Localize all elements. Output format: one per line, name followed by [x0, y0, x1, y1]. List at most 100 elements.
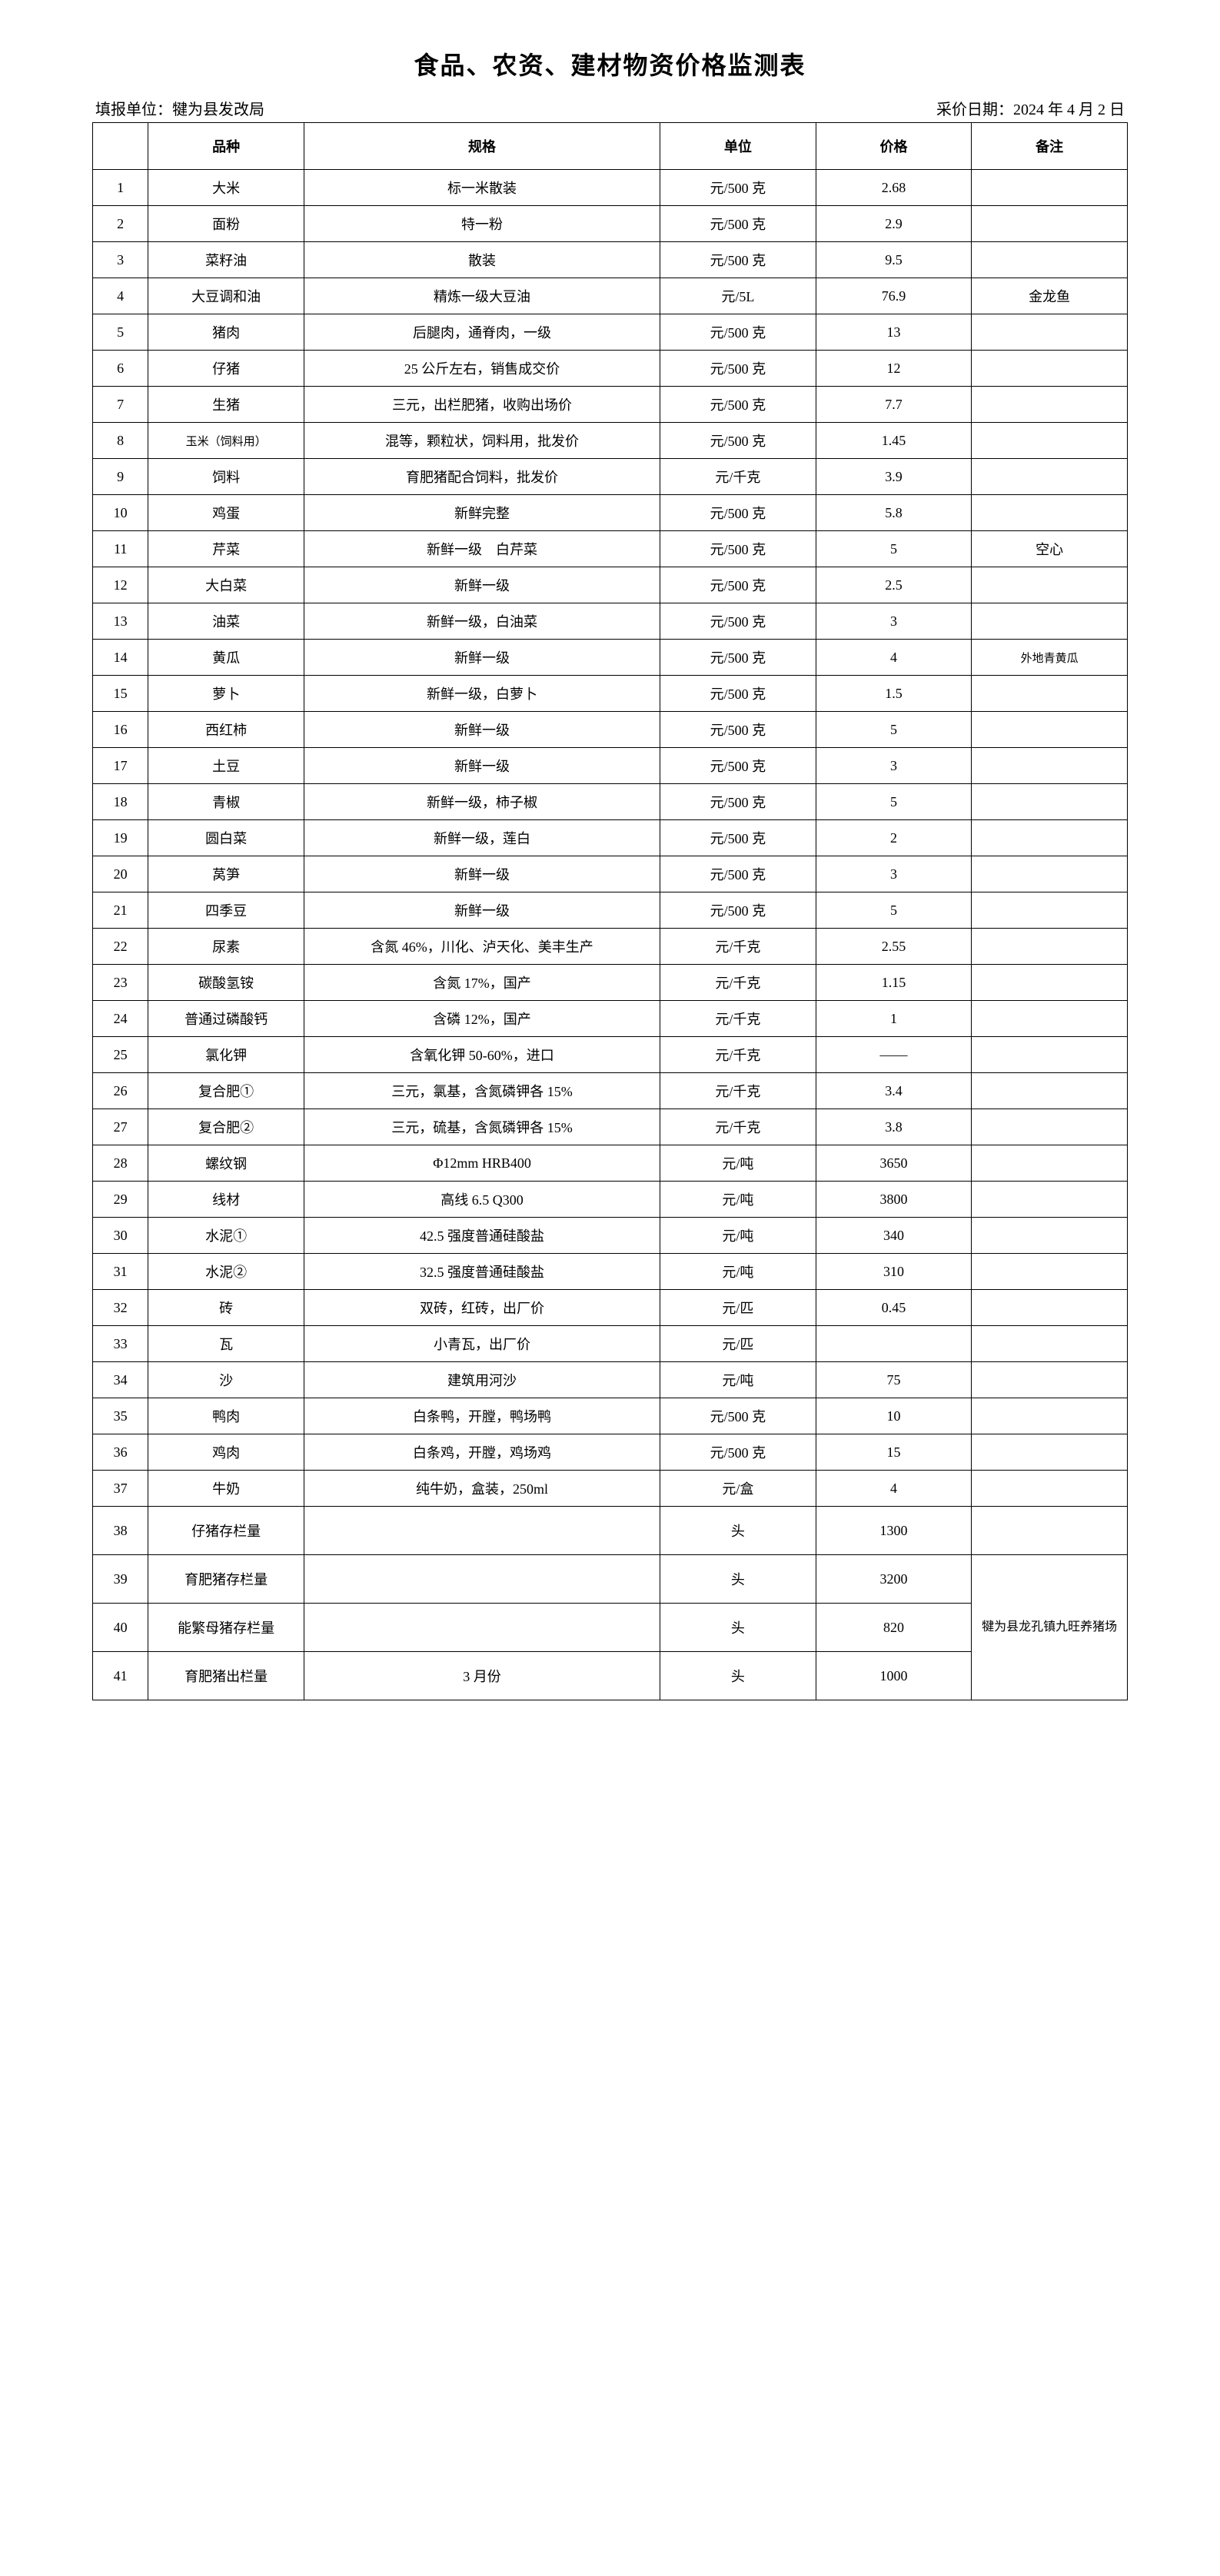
table-cell: 三元，出栏肥猪，收购出场价 — [304, 387, 660, 423]
table-cell: 3 — [816, 856, 972, 892]
table-cell: 新鲜一级 — [304, 748, 660, 784]
table-cell: 16 — [93, 712, 148, 748]
table-cell: 育肥猪出栏量 — [148, 1652, 304, 1700]
table-cell: 3200 — [816, 1555, 972, 1604]
table-cell: 元/匹 — [660, 1326, 816, 1362]
table-cell: 混等，颗粒状，饲料用，批发价 — [304, 423, 660, 459]
table-cell — [972, 387, 1128, 423]
table-cell: 头 — [660, 1652, 816, 1700]
table-row: 24普通过磷酸钙含磷 12%，国产元/千克1 — [93, 1001, 1128, 1037]
table-cell: 元/500 克 — [660, 640, 816, 676]
table-cell: 含氮 17%，国产 — [304, 965, 660, 1001]
table-row: 18青椒新鲜一级，柿子椒元/500 克5 — [93, 784, 1128, 820]
table-cell: 3650 — [816, 1145, 972, 1182]
table-row: 25氯化钾含氧化钾 50-60%，进口元/千克—— — [93, 1037, 1128, 1073]
table-cell — [972, 1254, 1128, 1290]
table-cell: 32.5 强度普通硅酸盐 — [304, 1254, 660, 1290]
table-cell: 元/500 克 — [660, 676, 816, 712]
table-cell: 元/500 克 — [660, 1434, 816, 1471]
table-cell — [972, 351, 1128, 387]
table-cell: 白条鸡，开膛，鸡场鸡 — [304, 1434, 660, 1471]
table-cell: 元/500 克 — [660, 351, 816, 387]
table-cell: 17 — [93, 748, 148, 784]
table-cell: 元/吨 — [660, 1218, 816, 1254]
table-cell: 9.5 — [816, 242, 972, 278]
table-cell: 1000 — [816, 1652, 972, 1700]
table-cell — [304, 1555, 660, 1604]
header-price: 价格 — [816, 123, 972, 170]
table-cell: 24 — [93, 1001, 148, 1037]
table-cell: 新鲜一级 — [304, 892, 660, 929]
table-cell: 特一粉 — [304, 206, 660, 242]
table-cell: 圆白菜 — [148, 820, 304, 856]
table-cell — [972, 459, 1128, 495]
table-cell — [972, 1362, 1128, 1398]
table-cell — [972, 856, 1128, 892]
table-cell: 元/500 克 — [660, 856, 816, 892]
table-row: 39育肥猪存栏量头3200犍为县龙孔镇九旺养猪场 — [93, 1555, 1128, 1604]
table-cell: 9 — [93, 459, 148, 495]
table-cell: 氯化钾 — [148, 1037, 304, 1073]
header-note: 备注 — [972, 123, 1128, 170]
header-unit: 单位 — [660, 123, 816, 170]
table-cell: 12 — [816, 351, 972, 387]
table-cell: 11 — [93, 531, 148, 567]
table-cell: 1.5 — [816, 676, 972, 712]
table-cell: 新鲜一级 — [304, 712, 660, 748]
table-cell: 40 — [93, 1604, 148, 1652]
table-cell: 37 — [93, 1471, 148, 1507]
table-cell: 青椒 — [148, 784, 304, 820]
table-row: 14黄瓜新鲜一级元/500 克4外地青黄瓜 — [93, 640, 1128, 676]
table-cell: 仔猪存栏量 — [148, 1507, 304, 1555]
table-cell — [972, 1001, 1128, 1037]
table-cell: 5 — [816, 784, 972, 820]
table-cell: 34 — [93, 1362, 148, 1398]
table-cell: 29 — [93, 1182, 148, 1218]
table-cell: 水泥① — [148, 1218, 304, 1254]
table-cell: 元/匹 — [660, 1290, 816, 1326]
table-cell: 牛奶 — [148, 1471, 304, 1507]
table-cell: 42.5 强度普通硅酸盐 — [304, 1218, 660, 1254]
table-cell: 元/500 克 — [660, 892, 816, 929]
table-cell: 元/千克 — [660, 459, 816, 495]
table-cell: 2.9 — [816, 206, 972, 242]
table-cell: 线材 — [148, 1182, 304, 1218]
table-cell: 元/500 克 — [660, 242, 816, 278]
table-cell: 元/500 克 — [660, 314, 816, 351]
merged-note-cell: 犍为县龙孔镇九旺养猪场 — [972, 1555, 1128, 1700]
table-cell: 元/500 克 — [660, 748, 816, 784]
table-cell: 元/500 克 — [660, 423, 816, 459]
table-cell: 5.8 — [816, 495, 972, 531]
table-row: 5猪肉后腿肉，通脊肉，一级元/500 克13 — [93, 314, 1128, 351]
table-cell: 新鲜一级 白芹菜 — [304, 531, 660, 567]
table-cell: 元/盒 — [660, 1471, 816, 1507]
table-cell: 15 — [93, 676, 148, 712]
table-cell: 大豆调和油 — [148, 278, 304, 314]
table-row: 13油菜新鲜一级，白油菜元/500 克3 — [93, 603, 1128, 640]
table-cell: 41 — [93, 1652, 148, 1700]
table-cell: 7 — [93, 387, 148, 423]
table-cell: 14 — [93, 640, 148, 676]
table-cell: 元/500 克 — [660, 170, 816, 206]
table-cell — [972, 1037, 1128, 1073]
table-cell: 75 — [816, 1362, 972, 1398]
table-cell: 莴笋 — [148, 856, 304, 892]
table-cell: 15 — [816, 1434, 972, 1471]
table-cell: 碳酸氢铵 — [148, 965, 304, 1001]
header-row: 品种 规格 单位 价格 备注 — [93, 123, 1128, 170]
table-row: 9饲料育肥猪配合饲料，批发价元/千克3.9 — [93, 459, 1128, 495]
table-cell — [304, 1507, 660, 1555]
table-cell: 含氮 46%，川化、泸天化、美丰生产 — [304, 929, 660, 965]
table-cell: 12 — [93, 567, 148, 603]
table-cell: 2.68 — [816, 170, 972, 206]
table-cell: 元/500 克 — [660, 567, 816, 603]
table-cell: 21 — [93, 892, 148, 929]
table-cell: 含氧化钾 50-60%，进口 — [304, 1037, 660, 1073]
table-cell — [972, 1507, 1128, 1555]
table-cell: 空心 — [972, 531, 1128, 567]
table-cell: 高线 6.5 Q300 — [304, 1182, 660, 1218]
table-row: 17土豆新鲜一级元/500 克3 — [93, 748, 1128, 784]
table-cell: 含磷 12%，国产 — [304, 1001, 660, 1037]
table-row: 16西红柿新鲜一级元/500 克5 — [93, 712, 1128, 748]
table-row: 29线材高线 6.5 Q300元/吨3800 — [93, 1182, 1128, 1218]
